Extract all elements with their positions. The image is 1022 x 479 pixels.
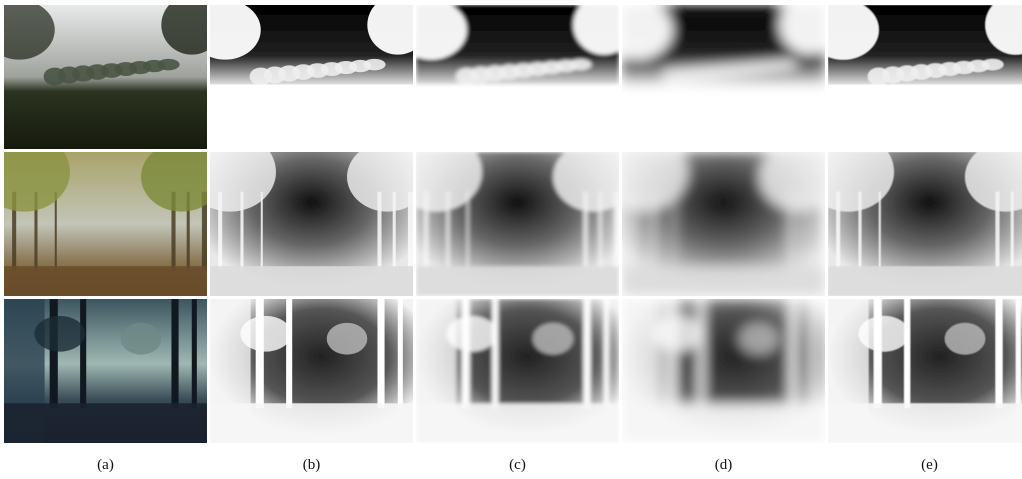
page: (a)(b)(c)(d)(e) (() => { const data = JS… [0, 0, 1022, 479]
trunk [377, 299, 384, 408]
trunk [583, 299, 590, 408]
ground [622, 403, 825, 443]
image-tile [396, 0, 635, 149]
trunk [50, 299, 58, 408]
ground [828, 403, 1022, 443]
caption: (a) [97, 457, 114, 473]
tree [981, 59, 1003, 71]
foliage [739, 323, 780, 355]
foliage [446, 316, 497, 352]
image-tile [416, 299, 619, 443]
tree [363, 59, 385, 71]
tree [569, 59, 591, 71]
caption: (b) [303, 457, 321, 473]
ground [4, 403, 207, 443]
image-content [0, 132, 222, 296]
trunk [55, 192, 57, 271]
trunk [492, 299, 498, 408]
trunk [698, 299, 704, 408]
image-tile [602, 0, 841, 149]
image-content [828, 299, 1022, 443]
image-tile [808, 0, 1022, 149]
image-tile [4, 299, 207, 443]
image-tile [0, 132, 222, 296]
ground [4, 266, 207, 296]
trunk [810, 299, 815, 408]
trunk [604, 299, 609, 408]
trunk [904, 299, 910, 408]
image-tile [391, 132, 635, 296]
foliage [945, 323, 986, 355]
trunk [995, 299, 1002, 408]
image-content [602, 0, 841, 149]
image-content [597, 132, 841, 296]
ground [828, 266, 1022, 296]
foliage [327, 323, 368, 355]
ground [416, 403, 619, 443]
figure: (a) (b) (c) (d) (e) [0, 0, 1022, 479]
image-content [622, 299, 825, 443]
image-content [803, 132, 1022, 296]
trunk [668, 299, 676, 408]
image-content [396, 0, 635, 149]
ground [210, 84, 413, 149]
trunk [673, 192, 675, 271]
foliage [858, 316, 909, 352]
image-content [190, 0, 429, 149]
trunk [1016, 299, 1021, 408]
image-tile [622, 299, 825, 443]
image-tile [185, 132, 429, 296]
trunk [192, 299, 197, 408]
foliage [533, 323, 574, 355]
foliage [121, 323, 162, 355]
trunk [286, 299, 292, 408]
ground [828, 84, 1022, 149]
trunk [256, 299, 264, 408]
image-tile [803, 132, 1022, 296]
ground [210, 266, 413, 296]
foliage [34, 316, 85, 352]
ground [416, 266, 619, 296]
tree [775, 59, 797, 71]
trunk [80, 299, 86, 408]
image-content [185, 132, 429, 296]
image-content [416, 299, 619, 443]
trunk [398, 299, 403, 408]
trunk [462, 299, 470, 408]
tree [157, 59, 179, 71]
caption: (d) [715, 457, 733, 473]
trunk [171, 299, 178, 408]
image-tile [190, 0, 429, 149]
foliage [240, 316, 291, 352]
image-content [0, 0, 222, 149]
caption: (c) [509, 457, 526, 473]
trunk [789, 299, 796, 408]
ground [622, 266, 825, 296]
trunk [261, 192, 263, 271]
image-content [4, 299, 207, 443]
ground [622, 84, 825, 149]
ground [210, 403, 413, 443]
trunk [874, 299, 882, 408]
trunk [467, 192, 469, 271]
trunk [879, 192, 881, 271]
caption: (e) [921, 457, 938, 473]
image-content [808, 0, 1022, 149]
ground [416, 84, 619, 149]
image-tile [210, 299, 413, 443]
foliage [652, 316, 703, 352]
image-tile [597, 132, 841, 296]
image-content [210, 299, 413, 443]
image-content [391, 132, 635, 296]
image-tile [828, 299, 1022, 443]
image-tile [0, 0, 222, 149]
